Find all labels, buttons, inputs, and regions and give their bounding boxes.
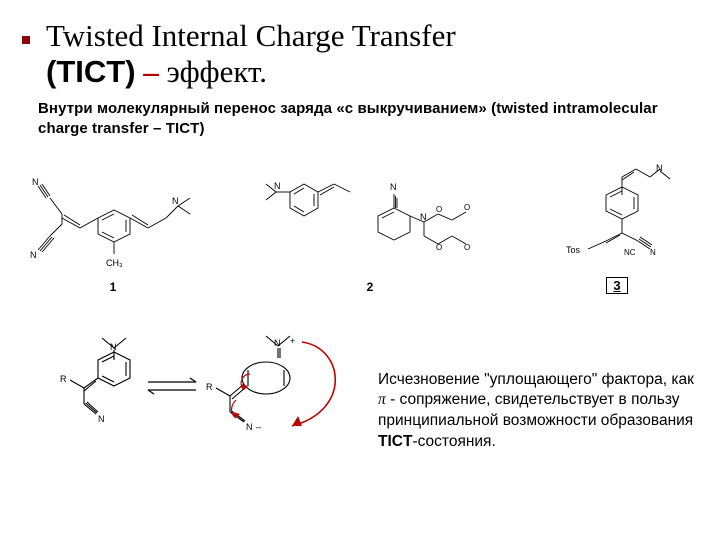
minus: – [256,422,261,432]
title-dash: – [143,54,159,89]
body-text: Исчезновение "уплощающего" фактора, как … [378,370,698,454]
title-tail: эффект. [167,54,268,89]
atom-n: N [32,177,39,187]
atom-n: N [98,414,105,424]
slide-title: Twisted Internal Charge Transfer (TICT) … [46,18,686,89]
subtitle-tict: TICT [166,120,200,137]
body-tict: TICT [378,433,412,450]
atom-n-minus: N [246,422,253,432]
subtitle: Внутри молекулярный перенос заряда «с вы… [38,99,686,138]
molecule-2-svg: N N N O O O O [260,166,480,276]
atom-r: R [206,382,213,392]
plus: + [290,336,295,346]
atom-o: O [436,205,442,214]
molecule-2-label: 2 [367,280,374,294]
atom-ch3: CH₃ [106,258,123,268]
subtitle-b: ) [199,120,204,137]
subtitle-a: Внутри молекулярный перенос заряда «с вы… [38,100,658,137]
title-line1: Twisted Internal Charge Transfer [46,18,456,53]
atom-n: N [274,181,281,191]
atom-tos: Tos [566,245,581,255]
atom-nc: NC [624,248,636,257]
molecule-2: N N N O O O O 2 [260,166,480,294]
atom-n: N [110,342,117,352]
structures-row: N N N CH₃ 1 [28,164,692,294]
molecule-1: N N N CH₃ 1 [28,176,198,294]
molecule-3-svg: N N NC Tos [542,161,692,271]
molecule-1-svg: N N N CH₃ [28,176,198,276]
body-t3: -состояния. [412,433,495,450]
molecule-3-label: 3 [606,277,627,294]
slide: Twisted Internal Charge Transfer (TICT) … [0,0,720,540]
title-tict: (TICT) [46,54,136,89]
atom-n: N [650,248,656,257]
atom-o: O [464,203,470,212]
curved-arrow [292,342,335,426]
body-pi: π [378,391,386,408]
molecule-3: N N NC Tos 3 [542,161,692,294]
title-bullet [22,36,30,44]
atom-n: N [420,212,427,222]
body-t1: Исчезновение "уплощающего" фактора, как [378,371,694,388]
atom-n: N [274,338,281,348]
atom-n: N [30,250,37,260]
atom-n: N [656,163,663,173]
molecule-1-label: 1 [110,280,117,294]
atom-o: O [464,243,470,252]
atom-n: N [172,196,179,206]
atom-r: R [60,374,67,384]
scheme-svg: N R N [44,330,364,500]
reaction-scheme: N R N [44,330,364,500]
atom-o: O [436,243,442,252]
body-t2: - сопряжение, свидетельствует в пользу п… [378,391,693,429]
atom-n: N [390,182,397,192]
